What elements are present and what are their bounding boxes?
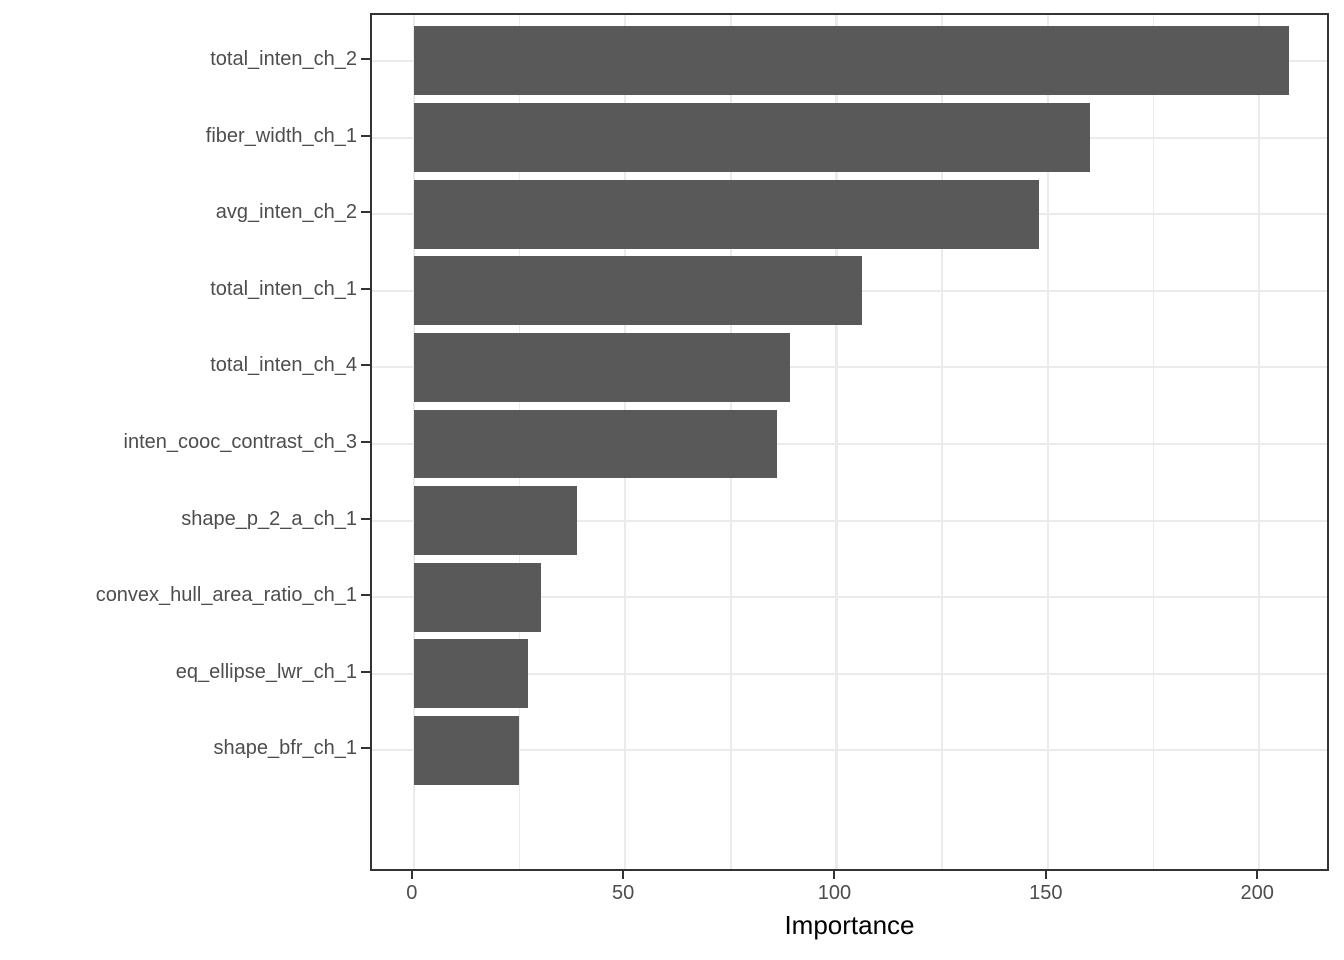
x-axis-tick xyxy=(410,871,413,879)
y-axis-label: fiber_width_ch_1 xyxy=(205,124,357,147)
bar-convex_hull_area_ratio_ch_1 xyxy=(413,562,541,632)
y-axis-label: eq_ellipse_lwr_ch_1 xyxy=(175,660,357,683)
y-axis-label: inten_cooc_contrast_ch_3 xyxy=(123,431,358,453)
x-axis-tick-label: 200 xyxy=(1240,882,1274,904)
major-gridline xyxy=(1046,15,1050,869)
bar-shape_p_2_a_ch_1 xyxy=(413,486,577,556)
bar-total_inten_ch_1 xyxy=(413,256,862,326)
y-axis-tick xyxy=(361,517,370,520)
bar-fiber_width_ch_1 xyxy=(413,103,1091,173)
row-gridline xyxy=(372,366,1327,369)
x-axis-tick xyxy=(622,871,625,879)
major-gridline xyxy=(835,15,838,869)
y-axis-tick xyxy=(361,57,370,60)
bar-eq_ellipse_lwr_ch_1 xyxy=(413,639,528,709)
minor-gridline xyxy=(941,15,943,869)
x-axis-tick xyxy=(1044,871,1047,879)
x-axis-tick xyxy=(1256,871,1259,879)
bar-total_inten_ch_2 xyxy=(413,26,1289,96)
x-axis-tick-label: 150 xyxy=(1029,882,1063,904)
x-axis-tick-label: 50 xyxy=(612,882,635,904)
row-gridline xyxy=(372,443,1327,445)
y-axis-tick xyxy=(361,594,370,597)
major-gridline xyxy=(1257,15,1261,869)
y-axis-label: shape_p_2_a_ch_1 xyxy=(181,507,357,530)
y-axis-tick xyxy=(361,134,370,137)
bar-avg_inten_ch_2 xyxy=(413,179,1040,249)
row-gridline xyxy=(372,596,1327,599)
row-gridline xyxy=(372,672,1327,675)
bar-shape_bfr_ch_1 xyxy=(413,715,520,785)
y-axis-tick xyxy=(361,670,370,673)
y-axis-tick xyxy=(361,211,370,214)
x-axis-tick xyxy=(833,871,836,879)
y-axis-label: total_inten_ch_4 xyxy=(210,354,357,377)
y-axis-tick xyxy=(361,364,370,367)
y-axis-tick xyxy=(361,441,370,443)
y-axis-tick xyxy=(361,747,370,750)
x-axis-tick-label: 100 xyxy=(817,882,852,904)
y-axis-label: convex_hull_area_ratio_ch_1 xyxy=(95,584,357,607)
row-gridline xyxy=(372,519,1327,522)
y-axis-tick xyxy=(361,287,370,290)
x-axis-title: Importance xyxy=(784,910,915,940)
y-axis-label: total_inten_ch_2 xyxy=(210,47,357,70)
row-gridline xyxy=(372,749,1327,752)
y-axis-label: shape_bfr_ch_1 xyxy=(213,737,357,760)
minor-gridline xyxy=(1152,15,1155,869)
y-axis-label: avg_inten_ch_2 xyxy=(215,201,357,224)
y-axis-label: total_inten_ch_1 xyxy=(210,277,357,300)
plot-panel xyxy=(370,13,1329,871)
x-axis-tick-label: 0 xyxy=(406,882,418,904)
bar-total_inten_ch_4 xyxy=(413,332,790,402)
bar-inten_cooc_contrast_ch_3 xyxy=(413,409,778,479)
